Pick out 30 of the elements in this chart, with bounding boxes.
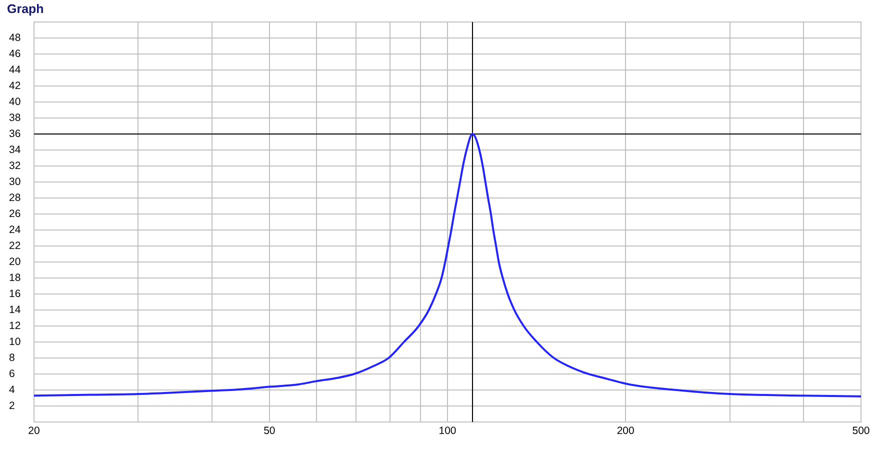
y-tick-label: 2 [9,400,15,412]
y-tick-label: 22 [9,240,21,252]
y-tick-label: 4 [9,384,15,396]
y-tick-label: 28 [9,192,21,204]
y-tick-label: 12 [9,320,21,332]
x-tick-label: 20 [28,425,40,437]
y-tick-label: 34 [9,144,21,156]
y-tick-label: 24 [9,224,21,236]
y-tick-label: 14 [9,304,21,316]
x-tick-label: 100 [438,425,456,437]
y-tick-label: 46 [9,48,21,60]
y-tick-label: 8 [9,352,15,364]
y-tick-label: 10 [9,336,21,348]
y-tick-label: 42 [9,80,21,92]
y-tick-label: 38 [9,112,21,124]
x-tick-label: 500 [852,425,870,437]
chart-title: Graph [7,2,44,16]
y-tick-label: 20 [9,256,21,268]
y-tick-label: 48 [9,32,21,44]
x-tick-label: 200 [616,425,634,437]
y-tick-label: 40 [9,96,21,108]
y-tick-label: 26 [9,208,21,220]
y-tick-label: 36 [9,128,21,140]
x-tick-label: 50 [264,425,276,437]
y-tick-label: 44 [9,64,21,76]
y-tick-label: 6 [9,368,15,380]
y-tick-label: 32 [9,160,21,172]
y-tick-label: 18 [9,272,21,284]
y-tick-label: 16 [9,288,21,300]
y-tick-label: 30 [9,176,21,188]
